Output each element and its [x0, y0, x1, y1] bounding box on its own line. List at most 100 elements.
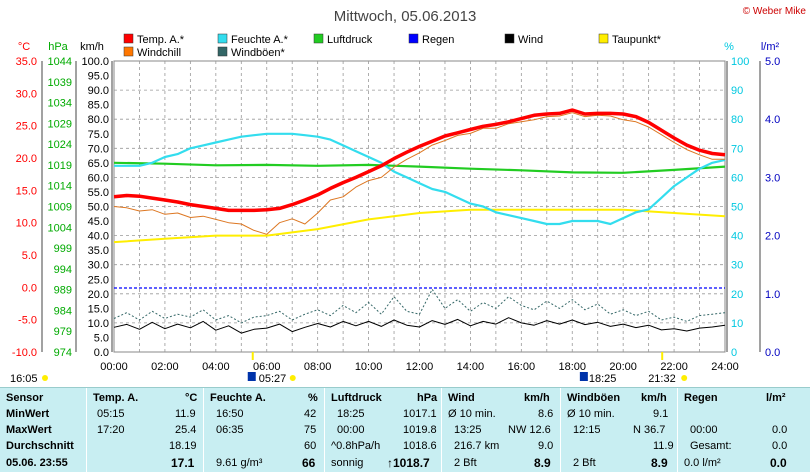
- wind-axis-tick-label: 35.0: [88, 245, 109, 257]
- plot-grid: [113, 60, 726, 353]
- temp-axis-tick-label: 35.0: [16, 56, 37, 68]
- temp-axis-tick-label: -10.0: [12, 347, 37, 359]
- rain-axis-tick-label: 5.0: [765, 56, 780, 68]
- x-tick-label: 08:00: [304, 361, 332, 373]
- legend-label: Wind: [518, 34, 543, 46]
- legend-label: Luftdruck: [327, 34, 373, 46]
- axis-unit-pressure_hpa: hPa: [48, 41, 68, 53]
- temp-avg: 18.19: [169, 440, 197, 452]
- chart-text: Mittwoch, 05.06.2013 © Weber Mike 16:05 05:…: [10, 6, 806, 385]
- wind-current: 8.9: [534, 456, 551, 470]
- temp-min: 11.9: [175, 408, 196, 420]
- wind-axis-tick-label: 45.0: [88, 216, 109, 228]
- x-tick-label: 24:00: [711, 361, 739, 373]
- temp-max: 25.4: [175, 424, 197, 436]
- gusts-avg: 11.9: [653, 440, 674, 452]
- x-tick-label: 16:00: [508, 361, 536, 373]
- sun-dot-icon: [42, 375, 48, 381]
- rain-total-label: Gesamt:: [690, 440, 732, 452]
- chart-title: Mittwoch, 05.06.2013: [334, 8, 477, 25]
- legend-label: Windböen*: [231, 47, 286, 59]
- event-time: 18:25: [589, 373, 617, 385]
- axes: 35.0 30.0 25.0 20.0 15.0 10.0 5.0 0.0 -5.0 -10.0 1…: [12, 41, 780, 373]
- pressure-axis-tick-label: 1034: [48, 98, 72, 110]
- wind-axis-tick-label: 0.0: [94, 347, 109, 359]
- pressure-axis-tick-label: 1039: [48, 77, 72, 89]
- pressure-axis-tick-label: 989: [54, 285, 72, 297]
- sensor-header: Sensor: [6, 392, 44, 404]
- legend-label: Windchill: [137, 47, 181, 59]
- pressure-axis-tick-label: 1004: [48, 222, 72, 234]
- left-time-label: 16:05: [10, 373, 38, 385]
- wind-axis-tick-label: 55.0: [88, 187, 109, 199]
- wind-avg10: 8.6: [538, 408, 554, 420]
- temp-axis-tick-label: 30.0: [16, 88, 37, 100]
- axis-unit-wind_kmh: km/h: [80, 41, 104, 53]
- wind-unit: km/h: [524, 392, 550, 404]
- x-tick-label: 02:00: [151, 361, 179, 373]
- gusts-header: Windböen: [567, 392, 621, 404]
- wind-run: 216.7 km: [454, 440, 500, 452]
- series-line-windchill: [113, 112, 725, 235]
- wind-avg10-label: Ø 10 min.: [448, 408, 496, 420]
- temp-axis-tick-label: 25.0: [16, 121, 37, 133]
- pressure-axis-tick-label: 974: [54, 347, 72, 359]
- wind-axis-tick-label: 15.0: [88, 303, 109, 315]
- legend-label: Regen: [422, 34, 454, 46]
- wind-axis-tick-label: 50.0: [88, 202, 109, 214]
- humidity-axis-tick-label: 100: [731, 56, 749, 68]
- humidity-min: 42: [304, 408, 317, 420]
- humidity-max: 75: [304, 424, 317, 436]
- humidity-axis-tick-label: 10: [731, 318, 743, 330]
- pressure-current: ↑1018.7: [387, 456, 430, 470]
- humidity-absolute: 9.61 g/m³: [216, 457, 263, 469]
- humidity-max-time: 06:35: [216, 424, 244, 436]
- temp-axis-tick-label: 10.0: [16, 218, 37, 230]
- series-line-taupunkt-: [113, 208, 726, 244]
- temp-axis-tick-label: 15.0: [16, 185, 37, 197]
- legend-swatch: [313, 33, 324, 44]
- x-tick-label: 20:00: [609, 361, 637, 373]
- legend-label: Taupunkt*: [612, 34, 662, 46]
- legend-swatch: [217, 33, 228, 44]
- humidity-axis-tick-label: 40: [731, 231, 743, 243]
- wind-axis-tick-label: 30.0: [88, 260, 109, 272]
- pressure-unit: hPa: [417, 392, 438, 404]
- humidity-current: 66: [302, 456, 316, 470]
- humidity-axis-tick-label: 0: [731, 347, 737, 359]
- temp-current: 17.1: [171, 456, 195, 470]
- humidity-unit: %: [308, 392, 318, 404]
- wind-avg: 9.0: [538, 440, 554, 452]
- weather-state: sonnig: [331, 457, 364, 469]
- sun-dot-icon: [681, 375, 688, 381]
- gusts-bft: 2 Bft: [573, 457, 596, 469]
- rain-axis-tick-label: 0.0: [765, 347, 780, 359]
- wind-axis-tick-label: 10.0: [88, 318, 109, 330]
- series-line-windb-en-: [113, 288, 726, 324]
- rain-current: 0.0: [770, 456, 787, 470]
- temp-column: Temp. A. °C 05:15 11.9 17:20 25.4 18.19 …: [87, 388, 203, 472]
- humidity-axis-tick-label: 80: [731, 114, 743, 126]
- wind-axis-tick-label: 75.0: [88, 129, 109, 141]
- humidity-avg: 60: [304, 440, 317, 452]
- humidity-axis-tick-label: 50: [731, 202, 743, 214]
- pressure-axis-tick-label: 979: [54, 326, 72, 338]
- humidity-min-time: 16:50: [216, 408, 244, 420]
- wind-bft: 2 Bft: [454, 457, 477, 469]
- rain-total: 0.0: [772, 440, 788, 452]
- temp-axis-tick-label: -5.0: [18, 315, 37, 327]
- wind-axis-tick-label: 5.0: [94, 332, 109, 344]
- gusts-unit: km/h: [641, 392, 667, 404]
- x-tick-label: 04:00: [202, 361, 230, 373]
- temp-min-time: 05:15: [97, 408, 125, 420]
- series-line-temp-a-: [113, 108, 726, 213]
- pressure-max-time: 00:00: [337, 424, 365, 436]
- weather-chart: 35.0 30.0 25.0 20.0 15.0 10.0 5.0 0.0 -5.0 -10.0 1…: [10, 6, 806, 385]
- pressure-axis-tick-label: 984: [54, 305, 72, 317]
- pressure-avg: 1018.6: [403, 440, 437, 452]
- row-label-min: MinWert: [6, 408, 50, 420]
- wind-axis-tick-label: 85.0: [88, 100, 109, 112]
- temp-axis-tick-label: 20.0: [16, 153, 37, 165]
- legend-swatch: [123, 46, 134, 57]
- wind-max: NW 12.6: [508, 424, 551, 436]
